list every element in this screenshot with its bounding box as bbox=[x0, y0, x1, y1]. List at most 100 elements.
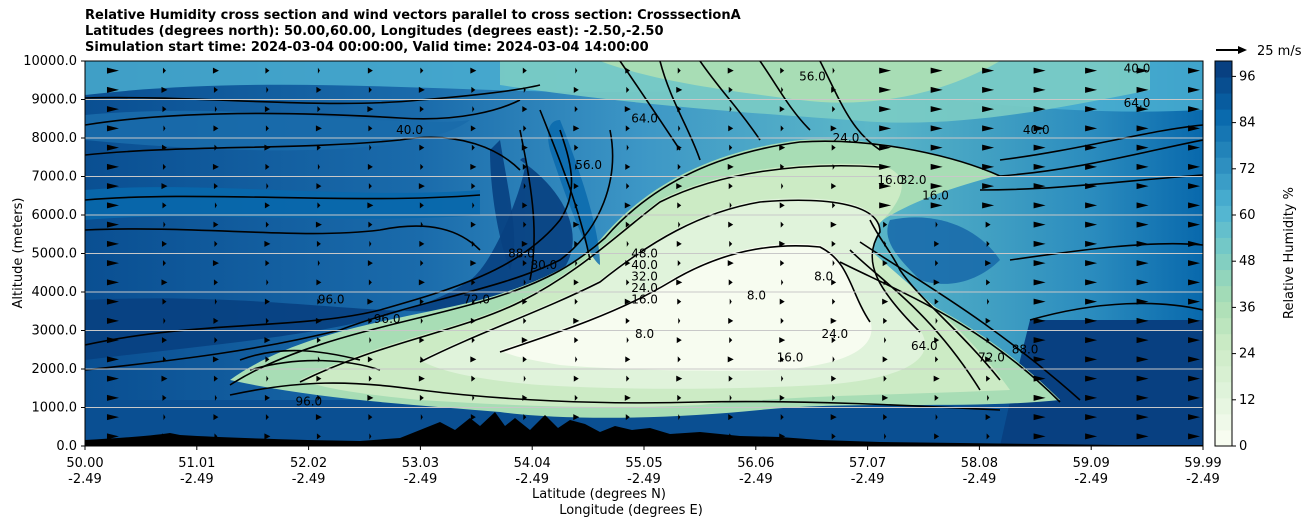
y-axis-label: Altitude (meters) bbox=[11, 198, 26, 309]
colorbar-segment bbox=[1215, 269, 1232, 287]
wind-vector bbox=[574, 394, 578, 401]
wind-vector bbox=[1085, 125, 1098, 132]
wind-vector bbox=[1085, 144, 1098, 151]
wind-vector bbox=[317, 106, 321, 113]
wind-vector bbox=[369, 240, 372, 247]
wind-vector bbox=[106, 240, 119, 247]
wind-vector bbox=[1033, 183, 1046, 190]
wind-vector bbox=[986, 337, 990, 344]
wind-vector bbox=[779, 433, 786, 440]
wind-vector bbox=[879, 202, 892, 209]
wind-vector bbox=[625, 414, 630, 421]
wind-vector bbox=[574, 337, 579, 344]
wind-vector bbox=[987, 394, 990, 401]
wind-vector bbox=[574, 202, 578, 209]
contour-label: 96.0 bbox=[318, 293, 345, 307]
wind-vector bbox=[728, 414, 734, 421]
wind-vector bbox=[419, 394, 424, 401]
wind-vector bbox=[985, 221, 991, 228]
wind-vector bbox=[879, 183, 892, 190]
wind-vector bbox=[625, 163, 631, 170]
x-tick-label-lon: -2.49 bbox=[180, 472, 214, 487]
wind-vector bbox=[521, 337, 528, 344]
colorbar-tick-label: 60 bbox=[1239, 208, 1256, 223]
wind-vector bbox=[266, 183, 269, 190]
wind-vector bbox=[162, 260, 166, 267]
wind-vector bbox=[1136, 317, 1149, 324]
y-tick-label: 1000.0 bbox=[32, 401, 78, 416]
wind-vector bbox=[728, 86, 733, 93]
wind-vector bbox=[781, 86, 784, 93]
wind-vector bbox=[1033, 433, 1046, 440]
wind-vector bbox=[883, 375, 887, 382]
wind-vector bbox=[935, 317, 938, 324]
x-tick-label-lat: 55.05 bbox=[625, 456, 662, 471]
wind-vector bbox=[779, 202, 785, 209]
wind-vector bbox=[1085, 67, 1098, 74]
wind-vector bbox=[575, 163, 578, 170]
wind-vector bbox=[367, 260, 373, 267]
wind-vector bbox=[1188, 356, 1201, 363]
wind-vector bbox=[1188, 86, 1201, 93]
colorbar-segment bbox=[1215, 413, 1232, 431]
wind-vector bbox=[1033, 298, 1046, 305]
wind-vector bbox=[830, 414, 837, 421]
x-tick-label-lon: -2.49 bbox=[404, 472, 438, 487]
y-tick-label: 8000.0 bbox=[32, 131, 78, 146]
wind-vector bbox=[676, 86, 683, 93]
wind-vector bbox=[676, 183, 683, 190]
colorbar-segment bbox=[1215, 253, 1232, 271]
contour-label: 40.0 bbox=[1124, 62, 1151, 76]
wind-vector bbox=[624, 106, 631, 113]
wind-vector bbox=[522, 67, 527, 74]
wind-vector bbox=[574, 298, 578, 305]
wind-vector bbox=[214, 106, 217, 113]
wind-vector bbox=[573, 375, 579, 382]
wind-vector bbox=[162, 298, 167, 305]
wind-vector bbox=[1188, 433, 1201, 440]
wind-vector bbox=[522, 356, 527, 363]
wind-vector bbox=[884, 240, 887, 247]
wind-vector bbox=[883, 414, 888, 421]
wind-vector bbox=[1085, 260, 1098, 267]
colorbar-segment bbox=[1215, 157, 1232, 174]
contour-label: 64.0 bbox=[631, 112, 658, 126]
x-tick-label-lat: 50.00 bbox=[66, 456, 103, 471]
wind-vector bbox=[727, 260, 734, 267]
wind-vector bbox=[982, 125, 995, 132]
y-tick-label: 2000.0 bbox=[32, 362, 78, 377]
wind-vector bbox=[522, 202, 528, 209]
wind-vector bbox=[106, 279, 119, 286]
wind-vector bbox=[265, 317, 269, 324]
wind-vector bbox=[1033, 125, 1046, 132]
wind-vector bbox=[1085, 183, 1098, 190]
contour-labels: 96.096.096.088.080.072.064.056.048.040.0… bbox=[295, 62, 1150, 409]
wind-vector bbox=[419, 433, 425, 440]
wind-vector bbox=[1136, 356, 1149, 363]
wind-vector bbox=[573, 317, 580, 324]
title-line-2: Latitudes (degrees north): 50.00,60.00, … bbox=[85, 24, 664, 39]
x-axis: 50.00-2.4951.01-2.4952.02-2.4953.03-2.49… bbox=[66, 446, 1222, 487]
wind-vector bbox=[367, 394, 374, 401]
wind-vector bbox=[626, 144, 629, 151]
contour-label: 32.0 bbox=[631, 269, 658, 283]
colorbar-segment bbox=[1215, 381, 1232, 399]
wind-vector bbox=[213, 317, 219, 324]
colorbar-label: Relative Humidity % bbox=[1282, 187, 1297, 319]
contour-label: 16.0 bbox=[631, 293, 658, 307]
wind-vector bbox=[163, 317, 166, 324]
wind-vector bbox=[676, 279, 683, 286]
wind-vector bbox=[212, 356, 219, 363]
wind-vector bbox=[368, 86, 372, 93]
wind-key: 25 m/s bbox=[1216, 44, 1302, 59]
wind-vector bbox=[106, 337, 119, 344]
colorbar-tick-label: 96 bbox=[1239, 69, 1256, 84]
wind-vector bbox=[1188, 317, 1201, 324]
wind-vector bbox=[573, 183, 579, 190]
wind-vector bbox=[575, 260, 578, 267]
title-line-1: Relative Humidity cross section and wind… bbox=[85, 8, 741, 23]
wind-vector bbox=[106, 356, 119, 363]
wind-vector bbox=[676, 337, 682, 344]
wind-vector bbox=[106, 221, 119, 228]
